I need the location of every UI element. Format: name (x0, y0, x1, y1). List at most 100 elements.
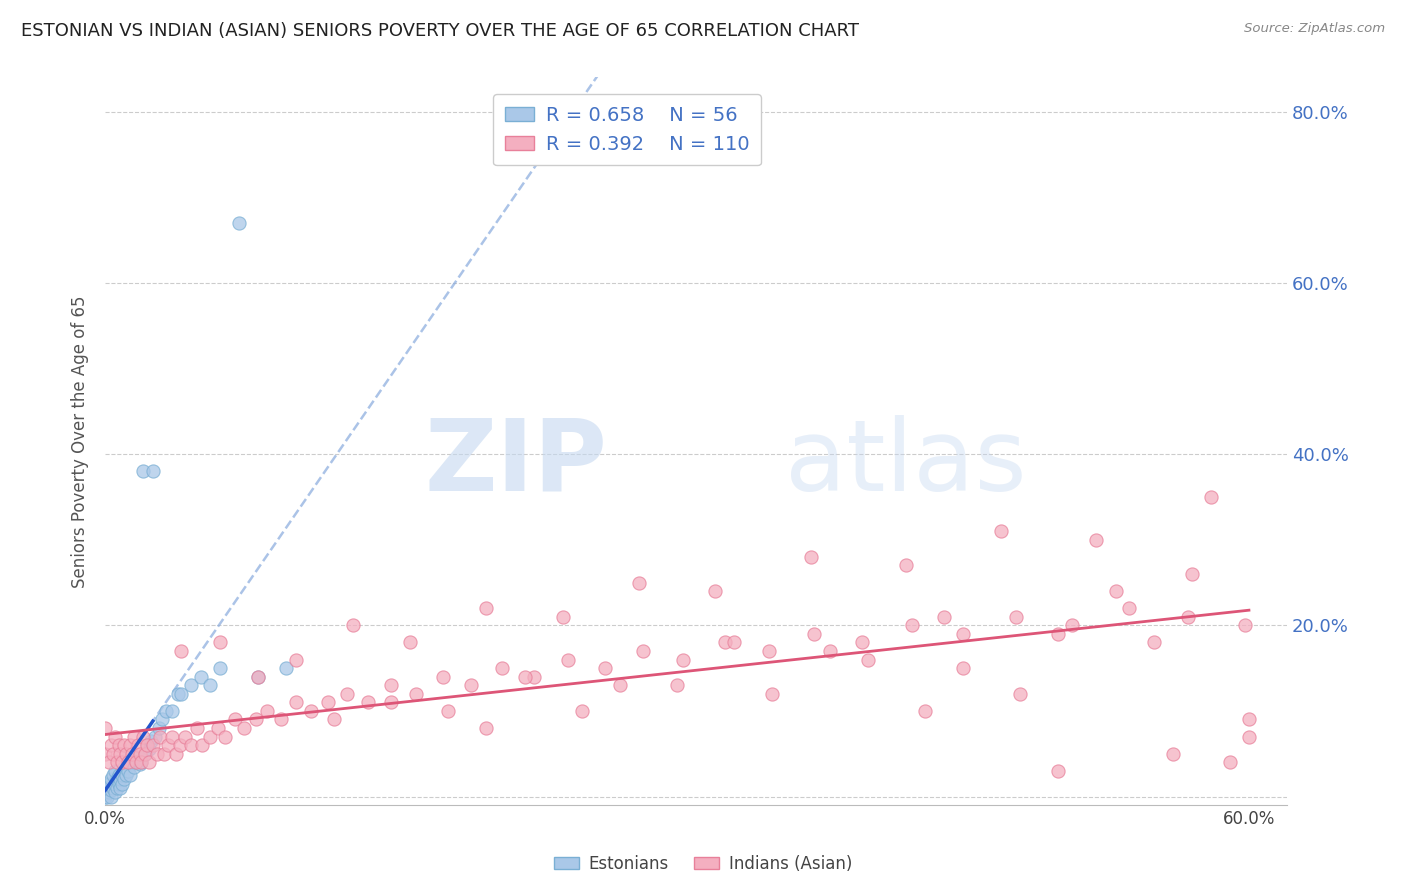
Point (1047, 627, 1070, 641)
Point (145, 747, 167, 761)
Point (357, 695, 380, 709)
Point (990, 524, 1012, 538)
Point (101, 768, 124, 782)
Point (160, 730, 183, 744)
Point (818, 644, 841, 658)
Point (107, 738, 129, 752)
Point (94, 789, 117, 804)
Point (1237, 713, 1260, 727)
Point (894, 558, 917, 573)
Point (399, 635, 422, 649)
Point (851, 635, 873, 649)
Point (152, 713, 174, 727)
Point (198, 730, 221, 744)
Point (276, 661, 298, 675)
Point (94, 785, 117, 799)
Text: ESTONIAN VS INDIAN (ASIAN) SENIORS POVERTY OVER THE AGE OF 65 CORRELATION CHART: ESTONIAN VS INDIAN (ASIAN) SENIORS POVER… (21, 22, 859, 40)
Point (98, 756, 121, 770)
Point (1118, 601, 1140, 615)
Point (437, 704, 460, 718)
Point (270, 713, 292, 727)
Point (191, 738, 214, 752)
Point (336, 687, 359, 701)
Point (132, 464, 155, 478)
Point (117, 756, 139, 770)
Point (627, 575, 650, 590)
Point (245, 713, 267, 727)
Point (380, 678, 402, 692)
Point (1010, 687, 1032, 701)
Point (112, 772, 135, 787)
Point (284, 695, 307, 709)
Point (131, 756, 153, 770)
Point (190, 670, 212, 684)
Point (148, 721, 170, 735)
Point (107, 777, 129, 791)
Point (100, 782, 122, 797)
Point (104, 785, 127, 799)
Point (180, 678, 202, 692)
Y-axis label: Seniors Poverty Over the Age of 65: Seniors Poverty Over the Age of 65 (72, 295, 89, 588)
Point (138, 742, 160, 756)
Point (115, 768, 138, 782)
Point (198, 678, 221, 692)
Point (405, 687, 427, 701)
Point (208, 661, 231, 675)
Point (104, 730, 127, 744)
Point (631, 644, 654, 658)
Point (98, 785, 121, 799)
Point (136, 738, 159, 752)
Point (1143, 635, 1166, 649)
Point (96, 780, 118, 795)
Point (153, 747, 176, 761)
Point (1060, 618, 1083, 632)
Point (246, 670, 269, 684)
Point (155, 704, 177, 718)
Point (246, 670, 269, 684)
Point (111, 777, 134, 791)
Point (952, 661, 974, 675)
Point (125, 756, 148, 770)
Point (761, 687, 783, 701)
Point (169, 738, 191, 752)
Point (803, 627, 825, 641)
Point (118, 738, 141, 752)
Point (1085, 533, 1108, 547)
Point (94, 747, 117, 761)
Point (1219, 756, 1241, 770)
Point (105, 756, 128, 770)
Point (170, 687, 193, 701)
Point (105, 772, 128, 787)
Point (115, 747, 138, 761)
Point (513, 670, 536, 684)
Point (132, 730, 155, 744)
Point (856, 652, 879, 666)
Point (149, 730, 172, 744)
Point (94, 782, 117, 797)
Point (128, 756, 150, 771)
Point (101, 747, 124, 761)
Point (111, 756, 134, 770)
Point (491, 661, 513, 675)
Point (952, 627, 974, 641)
Point (112, 738, 135, 752)
Point (723, 635, 745, 649)
Point (110, 772, 132, 787)
Point (94, 780, 117, 795)
Point (208, 635, 231, 649)
Point (186, 721, 208, 735)
Point (180, 738, 202, 752)
Point (256, 704, 278, 718)
Point (128, 747, 150, 761)
Point (932, 609, 955, 624)
Point (475, 721, 498, 735)
Point (166, 687, 188, 701)
Point (1047, 764, 1070, 778)
Point (125, 756, 148, 770)
Text: ZIP: ZIP (425, 415, 607, 512)
Point (143, 730, 166, 744)
Point (118, 768, 141, 782)
Point (571, 704, 593, 718)
Point (323, 713, 346, 727)
Point (139, 734, 162, 748)
